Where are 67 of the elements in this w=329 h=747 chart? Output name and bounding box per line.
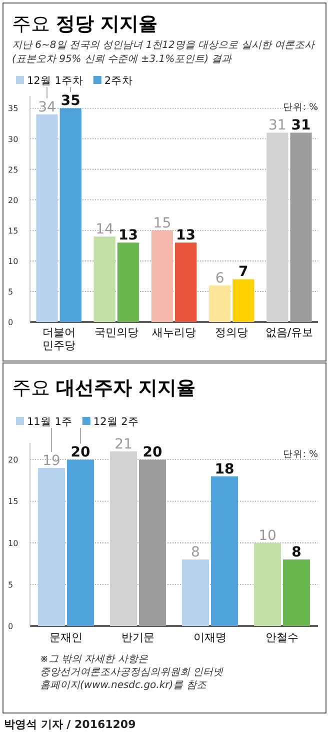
data-label: 31: [268, 118, 286, 134]
y-tick-label: 15: [8, 226, 18, 236]
data-label: 31: [291, 118, 311, 134]
y-tick-label: 15: [8, 497, 18, 506]
x-tick-label: 반기문: [122, 631, 154, 644]
legend-label: 12월 1주차: [27, 75, 84, 87]
x-tick-label: 문재인: [50, 631, 82, 644]
data-label: 13: [118, 228, 138, 244]
bar: [151, 230, 173, 322]
y-tick-label: 25: [8, 165, 18, 174]
data-label: 20: [142, 444, 162, 461]
x-tick-label: 안철수: [266, 631, 298, 644]
legend-label: 12월 2주: [93, 416, 139, 428]
chart-subtitle: 지난 6~8일 전국의 성인남녀 1천12명을 대상으로 실시한 여론조사 (표본오차 95% 신뢰 수준에 ±3.1%포인트) 결과: [12, 40, 316, 65]
bar: [67, 460, 94, 626]
bar: [117, 242, 139, 322]
legend-label: 11월 1주: [27, 416, 72, 428]
data-label: 18: [214, 461, 234, 478]
legend-label: 2주차: [104, 75, 134, 87]
bar: [36, 114, 58, 322]
data-label: 35: [60, 93, 80, 110]
annotation: 단위: %: [282, 102, 318, 113]
x-tick-label: 국민의당: [94, 326, 138, 339]
data-label: 6: [215, 270, 224, 286]
bar: [182, 559, 209, 626]
data-label: 21: [114, 436, 132, 452]
y-tick-label: 5: [8, 580, 14, 590]
bar: [266, 132, 288, 322]
y-tick-label: 10: [8, 538, 18, 548]
y-tick-label: 0: [8, 318, 14, 327]
y-tick-label: 5: [8, 287, 14, 296]
bar: [283, 559, 310, 626]
data-label: 10: [258, 528, 276, 544]
data-label: 15: [153, 215, 172, 232]
y-tick-label: 10: [8, 256, 18, 266]
bar: [209, 285, 231, 322]
text: ※그 밖의 자세한 사항은 중앙선거여론조사공정심의위원회 인터넷 홈페이지(www.nesdc.go.kr)를 참조: [40, 654, 224, 691]
x-tick-label: 없음/유보: [265, 326, 314, 339]
chart-title: 주요 정당 지지율: [12, 13, 158, 35]
data-label: 19: [42, 452, 60, 469]
y-tick-label: 35: [8, 104, 18, 114]
x-tick-label: 새누리당: [152, 326, 196, 339]
data-label: 13: [176, 228, 196, 244]
y-tick-label: 0: [8, 622, 14, 631]
text: 박영석 기자 / 20161209: [4, 718, 136, 731]
data-label: 34: [38, 99, 56, 116]
data-label: 8: [191, 544, 200, 560]
chart-title: 주요 대선주자 지지율: [12, 377, 196, 399]
bar: [211, 476, 238, 626]
bar: [254, 542, 281, 626]
bar: [38, 468, 65, 626]
data-label: 8: [292, 544, 302, 560]
bar: [232, 279, 254, 322]
bar: [94, 236, 116, 322]
annotation: 단위: %: [282, 449, 318, 460]
y-tick-label: 30: [8, 134, 18, 144]
y-tick-label: 20: [8, 196, 18, 205]
bar: [110, 451, 137, 626]
bar: [60, 108, 82, 322]
y-tick-label: 20: [8, 456, 18, 465]
data-label: 14: [96, 221, 114, 238]
data-label: 20: [70, 444, 90, 461]
x-tick-label: 이재명: [194, 631, 226, 644]
x-tick-label: 정의당: [215, 326, 248, 339]
data-label: 7: [238, 264, 248, 280]
bar: [175, 242, 197, 322]
x-tick-label: 더불어 민주당: [42, 326, 76, 352]
